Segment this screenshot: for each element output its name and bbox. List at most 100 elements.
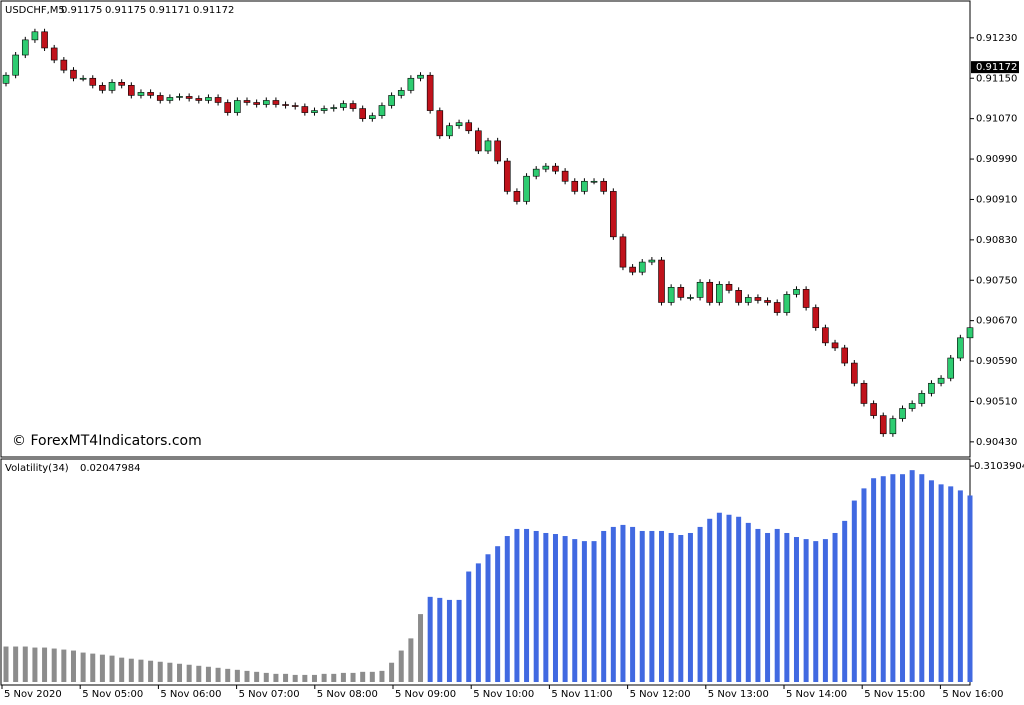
candle-body xyxy=(137,92,145,96)
volatility-bar xyxy=(466,571,472,682)
candle-body xyxy=(369,115,376,119)
candle-body xyxy=(291,105,299,107)
volatility-bar xyxy=(244,670,250,682)
candle-body xyxy=(677,287,685,298)
volatility-bar xyxy=(51,648,57,682)
candle-body xyxy=(802,289,810,308)
x-tick-label: 5 Nov 10:00 xyxy=(473,689,534,700)
y-tick-label: 0.91070 xyxy=(976,114,1017,125)
candle-body xyxy=(841,347,848,364)
volatility-bar xyxy=(90,653,96,682)
volatility-bar xyxy=(957,490,963,682)
candle-body xyxy=(234,100,241,113)
volatility-bar xyxy=(678,534,684,682)
volatility-bar xyxy=(379,670,385,682)
candle-body xyxy=(610,191,617,238)
x-tick-label: 5 Nov 15:00 xyxy=(864,689,925,700)
last-price-box xyxy=(971,61,1019,74)
volatility-bar xyxy=(524,528,530,682)
volatility-bar xyxy=(331,673,337,682)
candle-body xyxy=(725,283,733,291)
volatility-bar xyxy=(803,539,809,682)
candle-body xyxy=(706,281,714,303)
volatility-bar xyxy=(572,539,578,682)
candle-body xyxy=(426,74,434,111)
candle-body xyxy=(205,97,212,101)
candle-body xyxy=(166,97,174,101)
volatility-bar xyxy=(427,596,433,682)
candle-body xyxy=(12,54,19,76)
volatility-bar xyxy=(514,528,520,682)
candle-body xyxy=(947,357,955,379)
candle-body xyxy=(397,90,405,96)
volatility-bar xyxy=(148,660,154,682)
candle-body xyxy=(41,31,48,49)
volatility-bar xyxy=(822,539,828,682)
volatility-bar xyxy=(418,614,424,682)
candle-body xyxy=(889,418,897,435)
x-tick-label: 5 Nov 09:00 xyxy=(395,689,456,700)
x-tick-label: 5 Nov 05:00 xyxy=(82,689,143,700)
candle-body xyxy=(475,130,482,152)
volatility-bar xyxy=(273,673,279,682)
indicator-value: 0.02047984 xyxy=(80,463,140,474)
volatility-bar xyxy=(668,532,674,682)
volatility-bar xyxy=(350,672,356,682)
candle-body xyxy=(436,110,444,137)
volatility-bar xyxy=(649,530,655,682)
y-tick-label: 0.90430 xyxy=(976,437,1017,448)
candle-body xyxy=(455,122,463,127)
candle-body xyxy=(532,168,540,177)
candle-body xyxy=(128,85,135,96)
candle-body xyxy=(600,180,607,192)
candle-body xyxy=(262,100,270,105)
indicator-title: Volatility(34) xyxy=(5,463,69,474)
candle-body xyxy=(581,180,588,192)
candle-body xyxy=(484,140,492,152)
volatility-bar xyxy=(552,534,558,682)
volatility-bar xyxy=(437,597,443,682)
candle-body xyxy=(253,102,260,105)
candle-body xyxy=(195,98,203,101)
candle-body xyxy=(918,393,926,404)
candle-body xyxy=(494,140,501,162)
y-tick-label: 0.91150 xyxy=(976,73,1017,84)
candle-body xyxy=(311,110,318,113)
volatility-bar xyxy=(890,474,896,682)
volatility-bar xyxy=(765,532,771,682)
price-panel xyxy=(0,0,971,458)
volatility-bar xyxy=(340,672,346,682)
x-tick-label: 5 Nov 11:00 xyxy=(551,689,612,700)
candle-body xyxy=(243,100,251,103)
volatility-bar xyxy=(851,500,857,682)
volatility-bar xyxy=(591,541,597,682)
candle-body xyxy=(542,165,550,170)
candle-body xyxy=(349,103,357,109)
volatility-bar xyxy=(138,659,144,682)
volatility-bar xyxy=(234,669,240,682)
volatility-bar xyxy=(22,646,28,682)
candle-body xyxy=(340,103,347,108)
candle-body xyxy=(937,377,945,384)
volatility-bar xyxy=(119,657,125,682)
candle-body xyxy=(908,403,916,409)
volatility-bar xyxy=(736,516,742,682)
y-tick-label: 0.90510 xyxy=(976,396,1017,407)
volatility-bar xyxy=(61,649,67,682)
volatility-bar xyxy=(948,486,954,682)
candle-body xyxy=(465,122,473,132)
candle-body xyxy=(793,289,800,295)
candle-body xyxy=(658,259,665,303)
y-tick-label: 0.91230 xyxy=(976,33,1017,44)
volatility-bar xyxy=(871,478,877,682)
candle-body xyxy=(744,297,752,303)
candle-body xyxy=(2,74,10,84)
candle-body xyxy=(31,31,39,41)
volatility-bar xyxy=(215,667,221,682)
candle-body xyxy=(446,125,453,137)
volatility-bar xyxy=(562,536,568,682)
volatility-bar xyxy=(697,526,703,682)
x-tick-label: 5 Nov 07:00 xyxy=(239,689,300,700)
volatility-bar xyxy=(167,662,173,682)
